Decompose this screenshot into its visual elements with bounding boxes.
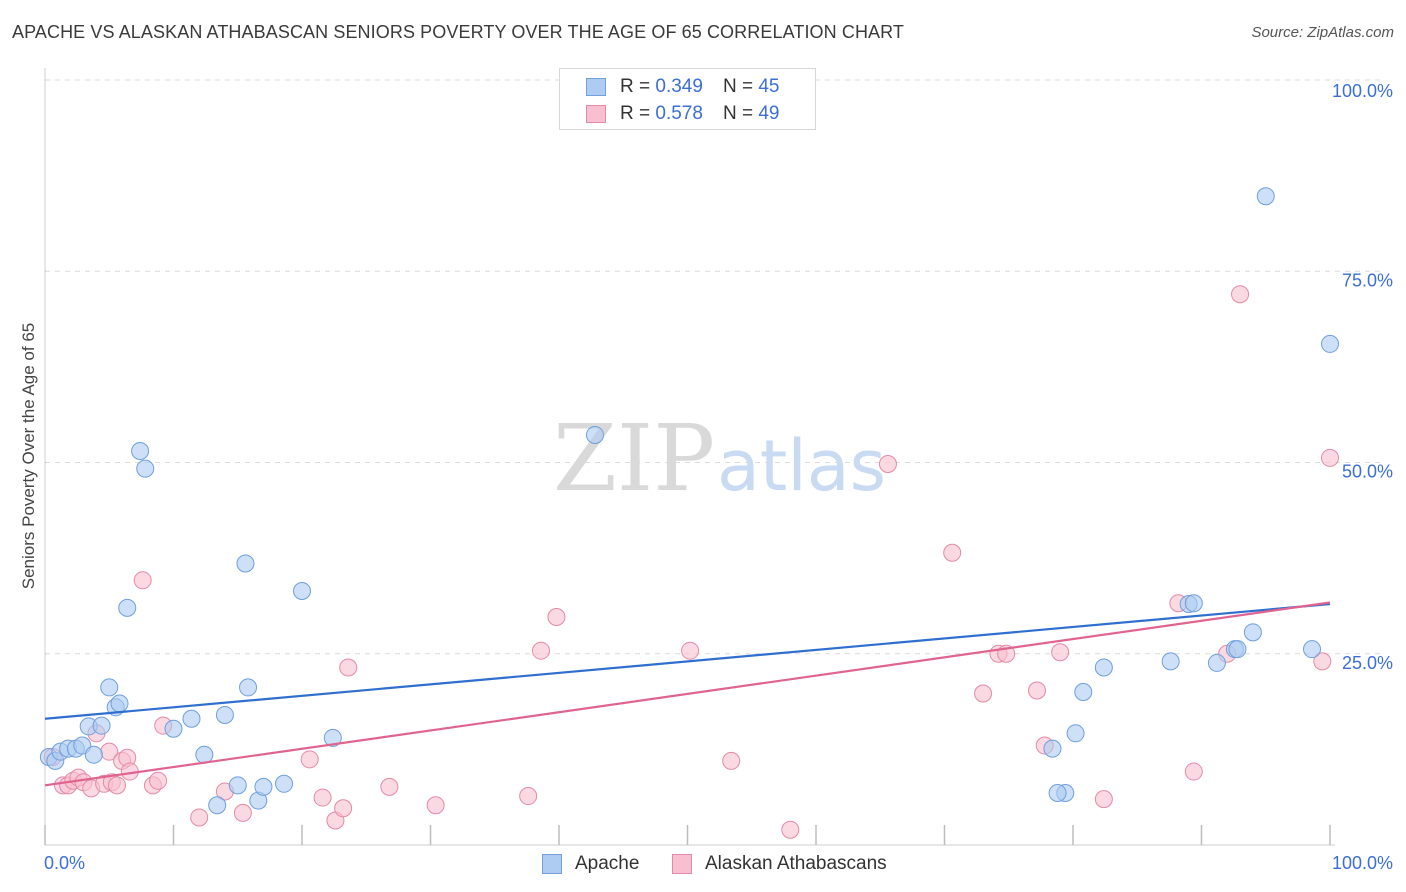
data-point-apache [1094,658,1113,677]
data-point-alaskan [426,796,445,815]
data-point-apache [1066,724,1085,743]
legend-swatch-alaskan [586,105,606,123]
data-point-apache [118,598,137,617]
data-point-alaskan [681,641,700,660]
data-point-alaskan [722,751,741,770]
y-tick-label: 25.0% [1342,653,1393,673]
grid-layer [45,79,1380,655]
data-point-apache [236,554,255,573]
data-point-alaskan [107,776,126,795]
data-point-alaskan [781,820,800,839]
data-point-alaskan [313,788,332,807]
data-point-apache [215,705,234,724]
data-point-alaskan [547,608,566,627]
watermark-zip: ZIP [553,405,715,512]
legend-r-value-alaskan: 0.578 [655,103,703,124]
axis-layer [44,68,1335,846]
data-point-alaskan [334,799,353,818]
y-tick-label: 75.0% [1342,270,1393,290]
data-point-apache [136,459,155,478]
bottom-legend-label-alaskan: Alaskan Athabascans [705,853,887,874]
bottom-legend-alaskan: Alaskan Athabascans [672,852,887,876]
trend-layer [44,601,1331,787]
data-point-apache [1228,640,1247,659]
data-point-alaskan [149,771,168,790]
data-point-alaskan [1231,285,1250,304]
bottom-legend-label-apache: Apache [575,853,640,874]
legend-row-alaskan: R = 0.578 N = 49 [586,102,779,126]
legend-r-label: R = [620,103,651,124]
data-point-apache [1243,623,1262,642]
data-point-alaskan [1051,643,1070,662]
trend-line-apache [44,602,1331,720]
data-point-apache [1074,683,1093,701]
data-point-apache [254,777,273,796]
data-point-alaskan [878,455,897,474]
data-point-apache [131,442,150,461]
data-point-apache [1303,640,1322,659]
legend-n-value-apache: 45 [758,76,780,97]
data-point-alaskan [974,684,993,703]
data-point-apache [1048,783,1067,802]
bottom-legend-swatch-apache [542,854,562,874]
data-point-alaskan [133,571,152,590]
data-point-apache [208,796,227,815]
data-point-alaskan [380,777,399,796]
y-tick-label: 50.0% [1342,462,1393,482]
data-point-apache [100,678,119,697]
data-point-apache [1161,652,1180,671]
legend-swatch-apache [586,78,606,96]
x-tick-label-min: 0.0% [44,853,85,873]
bottom-legend-apache: Apache [542,852,639,876]
data-point-alaskan [233,803,252,822]
legend-r-value-apache: 0.349 [655,76,703,97]
data-point-alaskan [1321,448,1339,467]
legend-r-label: R = [620,76,651,97]
data-point-alaskan [519,787,538,806]
legend-n-label: N = [722,76,754,97]
points-layer [39,187,1339,839]
data-point-alaskan [1028,681,1047,700]
data-point-apache [323,728,342,747]
trend-line-alaskan [44,601,1331,787]
data-point-apache [164,719,183,738]
watermark-atlas: atlas [717,425,886,507]
data-point-alaskan [190,808,209,827]
data-point-alaskan [1184,762,1203,781]
data-point-apache [239,678,258,697]
data-point-apache [84,745,103,764]
legend-row-apache: R = 0.349 N = 45 [586,75,779,99]
data-point-alaskan [339,658,358,677]
data-point-apache [1207,653,1226,672]
data-point-apache [1184,594,1203,613]
bottom-legend-swatch-alaskan [672,854,692,874]
data-point-alaskan [1094,790,1113,809]
data-point-apache [182,709,201,728]
data-point-apache [1321,334,1339,353]
data-point-apache [1256,187,1275,206]
tick-label-layer: 25.0% 50.0% 75.0% 100.0% 0.0% 100.0% [44,81,1393,873]
chart-title: APACHE VS ALASKAN ATHABASCAN SENIORS POV… [12,22,905,42]
data-point-apache [228,776,247,795]
data-point-apache [275,774,294,793]
data-point-apache [1043,739,1062,758]
y-tick-label: 100.0% [1332,81,1393,101]
data-point-alaskan [300,750,319,769]
watermark: ZIP atlas [553,405,886,512]
data-point-apache [92,716,111,735]
correlation-legend: R = 0.349 N = 45 R = 0.578 N = 49 [559,68,816,130]
data-point-alaskan [532,641,551,660]
legend-n-value-alaskan: 49 [758,103,780,124]
data-point-alaskan [1313,652,1332,671]
data-point-apache [293,582,311,601]
source-label: Source: ZipAtlas.com [1251,24,1394,41]
legend-n-label: N = [722,103,754,124]
x-tick-label-max: 100.0% [1332,853,1393,873]
data-point-apache [195,745,214,764]
data-point-alaskan [943,543,962,562]
data-point-apache [110,694,129,713]
data-point-apache [585,425,604,444]
